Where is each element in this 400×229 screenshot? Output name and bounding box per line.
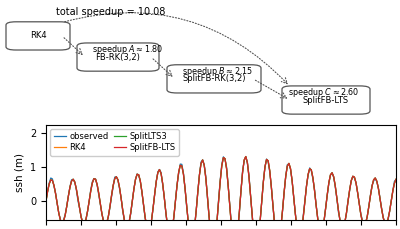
- observed: [394, 178, 398, 181]
- FancyBboxPatch shape: [282, 86, 370, 114]
- observed: [140, 191, 144, 194]
- SplitLTS3: [394, 178, 398, 181]
- SplitFB-LTS: [394, 178, 398, 181]
- SplitLTS3: [140, 190, 144, 193]
- SplitLTS3: [243, 155, 248, 158]
- RK4: [243, 155, 248, 158]
- Y-axis label: ssh (m): ssh (m): [14, 153, 24, 192]
- observed: [243, 155, 248, 158]
- observed: [354, 181, 358, 184]
- SplitLTS3: [360, 221, 365, 224]
- RK4: [360, 221, 365, 224]
- observed: [360, 219, 365, 222]
- Text: RK4: RK4: [30, 31, 46, 40]
- SplitLTS3: [44, 200, 48, 202]
- Legend: observed, RK4, SplitLTS3, SplitFB-LTS: observed, RK4, SplitLTS3, SplitFB-LTS: [50, 129, 179, 156]
- Text: speedup $B \approx 2.15$: speedup $B \approx 2.15$: [182, 65, 253, 78]
- Text: FB-RK(3,2): FB-RK(3,2): [96, 53, 140, 62]
- RK4: [354, 182, 358, 184]
- FancyBboxPatch shape: [77, 43, 159, 71]
- SplitFB-LTS: [243, 155, 248, 158]
- RK4: [140, 190, 144, 193]
- RK4: [394, 178, 398, 181]
- Text: speedup $C \approx 2.60$: speedup $C \approx 2.60$: [288, 87, 360, 99]
- SplitFB-LTS: [140, 190, 144, 193]
- Text: total speedup = 10.08: total speedup = 10.08: [56, 7, 165, 16]
- SplitLTS3: [342, 221, 347, 224]
- SplitLTS3: [354, 182, 358, 184]
- observed: [342, 221, 347, 224]
- Line: SplitFB-LTS: SplitFB-LTS: [46, 157, 396, 229]
- FancyBboxPatch shape: [167, 65, 261, 93]
- observed: [44, 198, 48, 201]
- SplitFB-LTS: [44, 200, 48, 202]
- Line: SplitLTS3: SplitLTS3: [46, 157, 396, 229]
- RK4: [44, 200, 48, 202]
- RK4: [342, 221, 347, 224]
- Line: observed: observed: [46, 157, 396, 229]
- SplitFB-LTS: [354, 182, 358, 184]
- Text: speedup $A \approx 1.80$: speedup $A \approx 1.80$: [92, 43, 163, 56]
- SplitFB-LTS: [360, 221, 365, 224]
- FancyBboxPatch shape: [6, 22, 70, 50]
- Text: SplitFB-RK(3,2): SplitFB-RK(3,2): [182, 74, 246, 83]
- SplitFB-LTS: [342, 221, 347, 224]
- Text: SplitFB-LTS: SplitFB-LTS: [303, 95, 349, 104]
- Line: RK4: RK4: [46, 157, 396, 229]
